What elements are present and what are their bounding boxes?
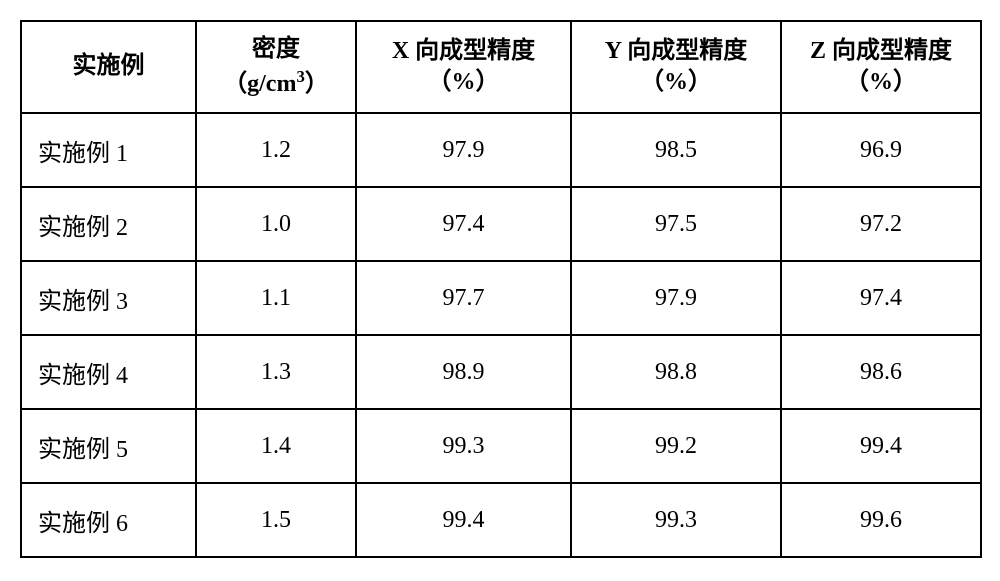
- cell-y: 99.2: [571, 409, 781, 483]
- cell-y: 97.5: [571, 187, 781, 261]
- cell-z: 96.9: [781, 113, 981, 187]
- header-label: 实施例: [73, 53, 145, 79]
- cell-z: 98.6: [781, 335, 981, 409]
- col-header-y: Y 向成型精度 （%）: [571, 21, 781, 113]
- header-label-line2: （%）: [640, 69, 712, 95]
- row-label: 实施例 3: [21, 261, 196, 335]
- cell-y: 98.8: [571, 335, 781, 409]
- header-label-line1: Y 向成型精度: [605, 38, 747, 64]
- col-header-z: Z 向成型精度 （%）: [781, 21, 981, 113]
- cell-z: 99.6: [781, 483, 981, 557]
- header-label-line2: （%）: [428, 69, 500, 95]
- row-label: 实施例 1: [21, 113, 196, 187]
- row-label: 实施例 2: [21, 187, 196, 261]
- cell-x: 99.3: [356, 409, 571, 483]
- table-row: 实施例 1 1.2 97.9 98.5 96.9: [21, 113, 981, 187]
- cell-density: 1.1: [196, 261, 356, 335]
- table-row: 实施例 3 1.1 97.7 97.9 97.4: [21, 261, 981, 335]
- cell-y: 98.5: [571, 113, 781, 187]
- row-label: 实施例 6: [21, 483, 196, 557]
- cell-z: 99.4: [781, 409, 981, 483]
- cell-x: 99.4: [356, 483, 571, 557]
- table-row: 实施例 5 1.4 99.3 99.2 99.4: [21, 409, 981, 483]
- data-table: 实施例 密度 （g/cm3） X 向成型精度 （%） Y 向成型精度 （%） Z…: [20, 20, 982, 558]
- table-row: 实施例 2 1.0 97.4 97.5 97.2: [21, 187, 981, 261]
- header-label-line2: （%）: [845, 69, 917, 95]
- col-header-x: X 向成型精度 （%）: [356, 21, 571, 113]
- row-label: 实施例 4: [21, 335, 196, 409]
- col-header-example: 实施例: [21, 21, 196, 113]
- cell-z: 97.2: [781, 187, 981, 261]
- row-label: 实施例 5: [21, 409, 196, 483]
- cell-x: 97.4: [356, 187, 571, 261]
- header-row: 实施例 密度 （g/cm3） X 向成型精度 （%） Y 向成型精度 （%） Z…: [21, 21, 981, 113]
- cell-density: 1.5: [196, 483, 356, 557]
- header-label-line2-pre: （g/cm: [223, 71, 296, 97]
- cell-x: 97.9: [356, 113, 571, 187]
- header-label-line1: X 向成型精度: [392, 38, 535, 64]
- cell-x: 98.9: [356, 335, 571, 409]
- header-label-line1: Z 向成型精度: [810, 38, 952, 64]
- cell-x: 97.7: [356, 261, 571, 335]
- header-label-sup: 3: [296, 67, 304, 86]
- cell-density: 1.4: [196, 409, 356, 483]
- cell-density: 1.2: [196, 113, 356, 187]
- table-row: 实施例 4 1.3 98.9 98.8 98.6: [21, 335, 981, 409]
- cell-y: 99.3: [571, 483, 781, 557]
- col-header-density: 密度 （g/cm3）: [196, 21, 356, 113]
- cell-density: 1.3: [196, 335, 356, 409]
- header-label-line2-post: ）: [305, 71, 329, 97]
- table-row: 实施例 6 1.5 99.4 99.3 99.6: [21, 483, 981, 557]
- cell-density: 1.0: [196, 187, 356, 261]
- table-body: 实施例 1 1.2 97.9 98.5 96.9 实施例 2 1.0 97.4 …: [21, 113, 981, 557]
- header-label-line1: 密度: [252, 36, 300, 62]
- cell-z: 97.4: [781, 261, 981, 335]
- cell-y: 97.9: [571, 261, 781, 335]
